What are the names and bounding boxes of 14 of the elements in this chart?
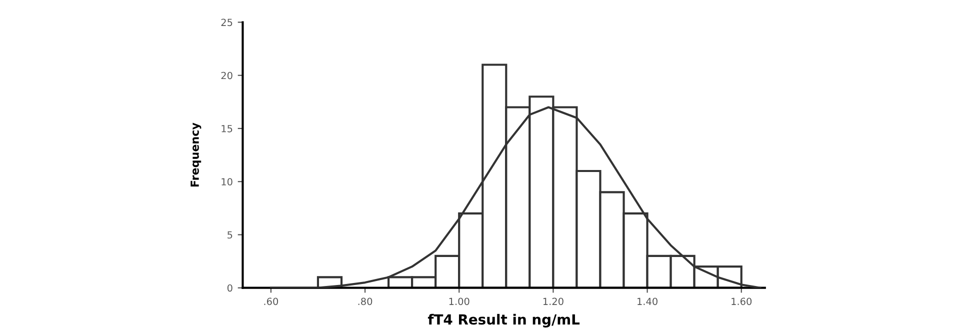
x-axis-title: fT4 Result in ng/mL xyxy=(428,314,580,328)
y-tick-label: 0 xyxy=(227,284,232,292)
x-tick-label: 1.00 xyxy=(449,298,470,306)
x-tick-label: 1.20 xyxy=(543,298,564,306)
y-tick-label: 20 xyxy=(221,72,232,80)
x-tick-label: 1.60 xyxy=(732,298,752,306)
y-tick-label: 15 xyxy=(222,125,232,132)
x-tick-label: .80 xyxy=(358,298,372,306)
y-tick-label: 10 xyxy=(222,178,232,186)
y-axis-title: Frequency xyxy=(190,122,202,187)
x-tick-label: 1.40 xyxy=(638,298,658,306)
y-tick-label: 25 xyxy=(221,18,232,26)
x-tick-label: .60 xyxy=(264,298,278,306)
y-tick-label: 5 xyxy=(228,231,232,239)
